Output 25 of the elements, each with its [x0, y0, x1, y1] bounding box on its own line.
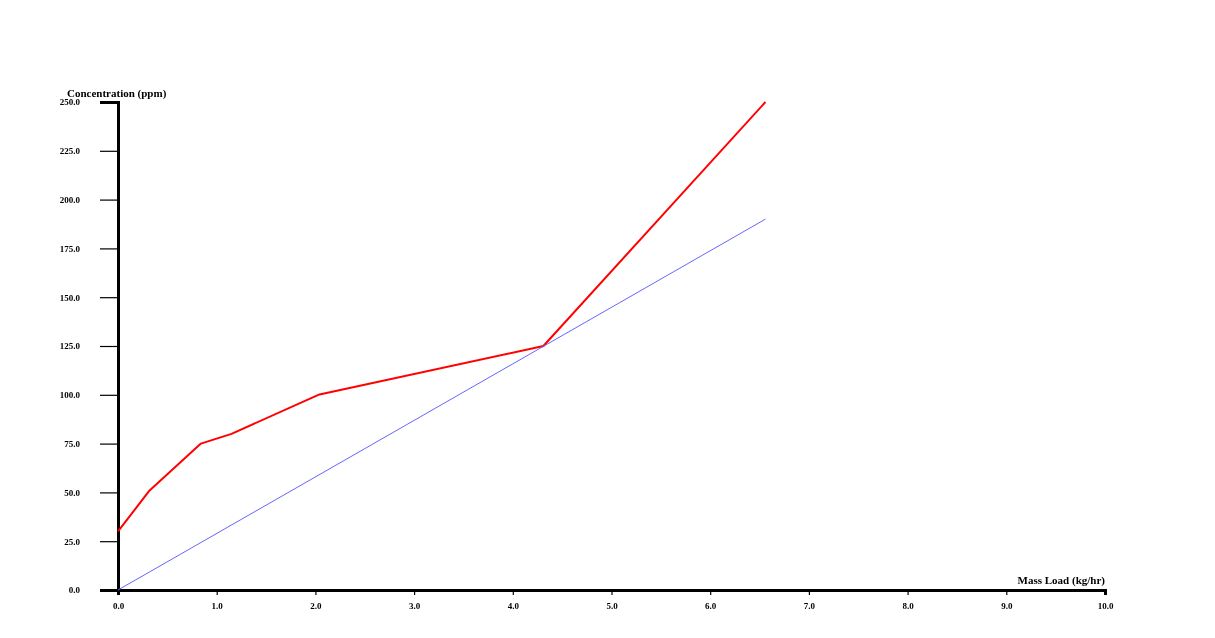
y-tick-label: 100.0 [59, 390, 81, 401]
y-axis-title: Concentration (ppm) [67, 87, 167, 100]
y-tick-label: 200.0 [59, 194, 81, 205]
x-tick-label: 0.0 [112, 601, 125, 612]
y-tick-label: 125.0 [59, 341, 81, 352]
x-tick-label: 6.0 [705, 601, 717, 612]
x-tick-label: 1.0 [211, 601, 224, 612]
x-tick-label: 5.0 [606, 601, 619, 612]
x-tick-label: 3.0 [408, 601, 421, 612]
y-tick-label: 0.0 [68, 585, 81, 596]
y-tick-label: 225.0 [59, 146, 81, 157]
x-tick-label: 4.0 [507, 601, 520, 612]
y-tick-label: 75.0 [64, 438, 81, 449]
x-axis-title: Mass Load (kg/hr) [1017, 574, 1106, 587]
x-tick-label: 9.0 [1001, 601, 1013, 612]
y-tick-label: 50.0 [64, 487, 81, 498]
x-tick-label: 8.0 [902, 601, 915, 612]
y-tick-label: 150.0 [59, 292, 81, 303]
y-tick-label: 175.0 [59, 243, 81, 254]
y-tick-label: 25.0 [64, 536, 81, 547]
x-tick-label: 7.0 [803, 601, 816, 612]
x-tick-label: 2.0 [310, 601, 323, 612]
line-series [117, 101, 767, 533]
y-tick-label: 250.0 [59, 97, 81, 108]
x-tick-label: 10.0 [1097, 601, 1114, 612]
